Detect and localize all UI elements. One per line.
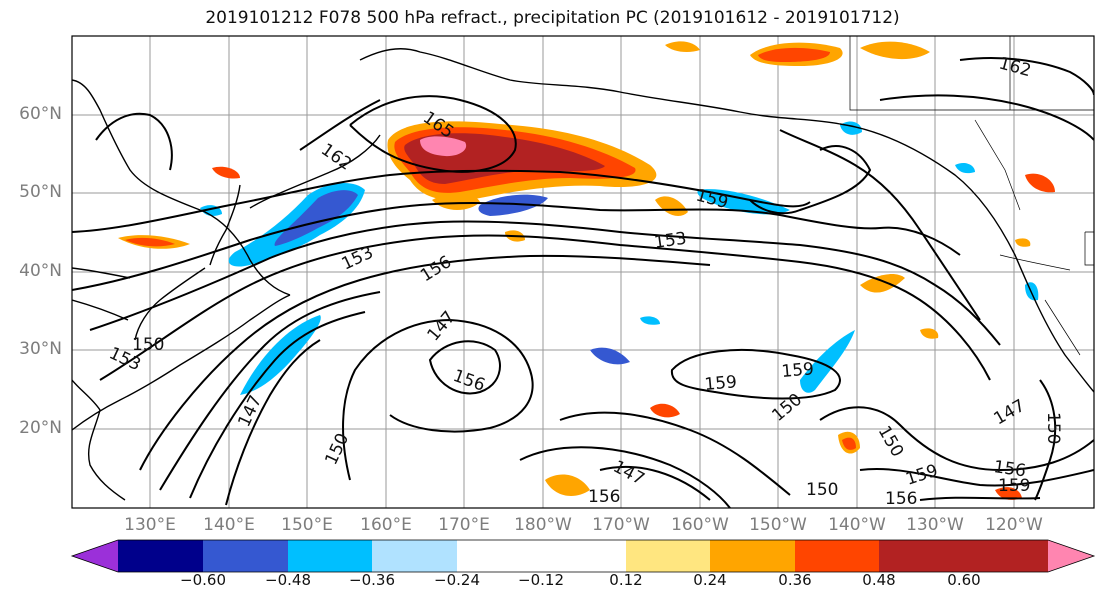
colorbar-segment (288, 540, 373, 572)
lat-label: 30°N (19, 339, 62, 359)
contour-label: 156 (885, 489, 917, 509)
lat-label: 20°N (19, 418, 62, 438)
map-frame (71, 35, 1095, 509)
colorbar-segment (710, 540, 796, 572)
contour-label: 150 (806, 480, 838, 500)
colorbar-segment (964, 540, 1049, 572)
borders (849, 36, 1094, 356)
colorbar-tick: 0.12 (609, 571, 643, 589)
contour-label: 156 (588, 487, 620, 507)
lon-label: 170°E (438, 515, 490, 535)
colorbar-segment (203, 540, 289, 572)
colorbar-extend-low (72, 540, 118, 572)
lon-label: 150°W (749, 515, 807, 535)
colorbar-outline (70, 539, 1096, 573)
colorbar-segment (879, 540, 965, 572)
contour-label: 153 (653, 229, 688, 253)
lon-label: 160°E (360, 515, 412, 535)
colorbar-extend-high (1048, 540, 1094, 572)
contour-label: 156 (992, 457, 1027, 481)
lon-label: 130°E (124, 515, 176, 535)
lon-label: 150°E (281, 515, 333, 535)
colorbar-segment (626, 540, 711, 572)
height-contours (72, 57, 1094, 508)
contour-label: 150 (132, 335, 164, 355)
lon-label: 180°W (514, 515, 572, 535)
colorbar-segment (795, 540, 880, 572)
colorbar-tick: −0.24 (434, 571, 480, 589)
contour-label: 159 (781, 359, 815, 382)
colorbar-segment (372, 540, 458, 572)
colorbar-tick: −0.60 (180, 571, 226, 589)
colorbar-tick: 0.48 (862, 571, 896, 589)
colorbar-segment (457, 540, 542, 572)
lat-label: 40°N (19, 261, 62, 281)
colorbar-segment (541, 540, 627, 572)
map-title: 2019101212 F078 500 hPa refract., precip… (205, 8, 900, 28)
colorbar-segment (118, 540, 204, 572)
colorbar-tick: 0.24 (693, 571, 727, 589)
colorbar (70, 539, 1096, 573)
colorbar-tick: −0.36 (349, 571, 395, 589)
contour-label: 150 (1043, 412, 1063, 444)
lon-label: 140°E (203, 515, 255, 535)
lat-label: 50°N (19, 182, 62, 202)
lon-label: 160°W (671, 515, 729, 535)
lat-label: 60°N (19, 104, 62, 124)
colorbar-tick: 0.36 (778, 571, 812, 589)
precipitation-shading (118, 41, 1055, 500)
contour-label: 159 (704, 372, 738, 395)
colorbar-tick: 0.60 (947, 571, 981, 589)
lon-label: 120°W (985, 515, 1043, 535)
lon-label: 140°W (828, 515, 886, 535)
lon-label: 170°W (592, 515, 650, 535)
contour-label: 159 (998, 476, 1030, 496)
colorbar-tick: −0.48 (265, 571, 311, 589)
colorbar-tick: −0.12 (518, 571, 564, 589)
coastlines (72, 48, 1094, 501)
lon-label: 130°W (906, 515, 964, 535)
